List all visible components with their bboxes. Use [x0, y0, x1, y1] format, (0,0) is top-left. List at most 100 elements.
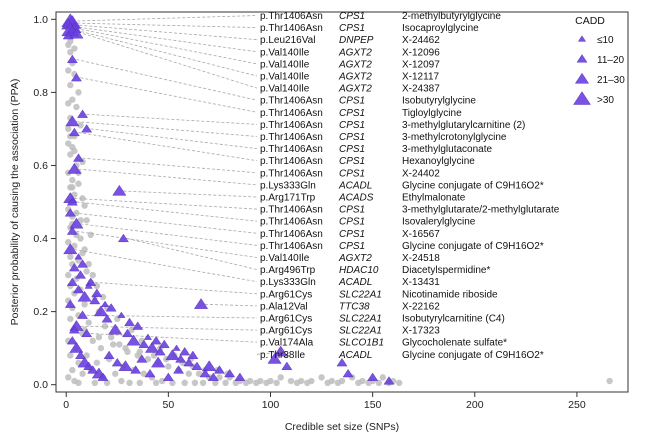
annotation-leader: [74, 249, 258, 283]
annotation-variant: p.Thr1406Asn: [260, 108, 323, 119]
annotation-row: p.Thr1406Asn CPS1 3-methylglutarylcarnitin…: [260, 120, 525, 131]
highlight-point: [87, 365, 99, 374]
background-point: [89, 337, 96, 345]
background-point: [185, 370, 192, 377]
annotation-row: p.Leu216Val DNPEP X-24462: [260, 35, 440, 46]
annotation-metabolite: Glycocholenate sulfate*: [402, 338, 507, 349]
background-point: [69, 176, 76, 184]
cadd-legend: CADD ≤10 11–20 21–30 >30: [573, 15, 625, 106]
background-point: [242, 379, 250, 387]
highlight-point: [150, 336, 162, 345]
annotation-leader: [78, 168, 258, 186]
highlight-point: [66, 197, 78, 206]
highlight-point: [273, 345, 288, 357]
background-point: [136, 379, 143, 387]
legend-label: 21–30: [597, 75, 625, 86]
background-point: [89, 271, 96, 279]
highlight-point: [65, 115, 80, 127]
y-tick-label: 0.4: [33, 233, 48, 245]
annotation-row: p.Arg61Cys SLC22A1 Nicotinamide riboside: [260, 289, 498, 300]
background-point: [79, 370, 86, 377]
background-point: [110, 341, 117, 348]
highlight-point: [175, 354, 187, 363]
legend-entry: 11–20: [576, 54, 625, 66]
annotation-row: p.Thr1406Asn CPS1 Hexanoylglycine: [260, 156, 475, 167]
background-point: [152, 379, 160, 387]
background-point: [273, 379, 280, 387]
annotation-leader: [90, 128, 258, 149]
annotation-metabolite: Nicotinamide riboside: [402, 289, 498, 300]
background-point: [65, 67, 72, 74]
annotation-metabolite: X-13431: [402, 277, 440, 288]
background-point: [77, 122, 84, 129]
background-point: [318, 374, 325, 381]
legend-symbol: [577, 35, 587, 42]
highlight-point: [336, 358, 348, 367]
annotation-gene: ACADL: [338, 277, 372, 288]
highlight-point: [101, 314, 113, 323]
highlight-point: [126, 334, 141, 346]
highlight-point: [69, 27, 84, 39]
annotation-variant: p.Val140Ile: [260, 84, 310, 95]
annotation-variant: p.Thr1406Asn: [260, 156, 323, 167]
background-point: [83, 217, 90, 224]
background-point: [355, 379, 362, 387]
highlight-point: [108, 323, 123, 335]
highlight-point: [191, 361, 203, 370]
annotation-row: p.Val174Ala SLCO1B1 Glycocholenate sulfate…: [260, 338, 507, 349]
highlight-point: [64, 299, 76, 308]
highlight-point: [77, 109, 88, 118]
annotation-variant: p.Arg61Cys: [260, 314, 312, 325]
annotation-leader: [76, 59, 258, 101]
annotation-row: p.Val140Ile AGXT2 X-24518: [260, 253, 440, 264]
background-point: [396, 379, 403, 387]
annotation-metabolite: 3-methylglutarate/2-methylglutarate: [402, 205, 560, 216]
annotation-gene: TTC38: [339, 301, 370, 312]
background-point: [263, 379, 270, 387]
background-point: [81, 202, 88, 209]
legend-label: ≤10: [597, 35, 614, 46]
annotation-leader: [86, 314, 258, 319]
background-point: [365, 379, 372, 387]
highlight-point: [234, 372, 246, 381]
background-point: [67, 81, 74, 89]
annotation-variant: p.Val140Ile: [260, 59, 310, 70]
annotation-row: p.Val140Ile AGXT2 X-12096: [260, 47, 440, 58]
x-tick-label: 200: [466, 399, 484, 411]
annotation-variant: p.Ala12Val: [260, 301, 308, 312]
highlight-point: [67, 162, 82, 174]
annotation-metabolite: 2-methylbutyrylglycine: [402, 11, 501, 22]
annotation-row: p.Thr1406Asn CPS1 X-16567: [260, 229, 440, 240]
x-tick-label: 0: [63, 399, 69, 411]
annotation-metabolite: X-24462: [402, 35, 440, 46]
highlight-point: [124, 317, 135, 327]
plot-frame: [55, 11, 629, 393]
annotation-row: p.Thr1406Asn CPS1 Tigloylglycine: [260, 108, 462, 119]
annotation-metabolite: Tigloylglycine: [402, 108, 462, 119]
annotation-gene: AGXT2: [338, 59, 372, 70]
annotation-gene: AGXT2: [338, 47, 372, 58]
y-tick-label: 0.6: [33, 160, 48, 172]
highlight-point: [138, 339, 150, 348]
annotation-variant: p.Leu216Val: [260, 35, 315, 46]
highlight-point: [151, 356, 166, 368]
highlight-point: [213, 365, 225, 374]
legend-symbol: [576, 54, 588, 63]
background-point: [69, 366, 76, 374]
annotation-metabolite: Isobutyrylglycine: [402, 96, 476, 107]
highlight-point: [118, 360, 133, 371]
annotation-row: p.Thr38Ile ACADL Glycine conjugate of C9H1…: [260, 350, 544, 361]
annotation-metabolite: Glycine conjugate of C9H16O2*: [402, 350, 544, 361]
background-point: [81, 246, 88, 253]
annotation-metabolite: X-16567: [402, 229, 440, 240]
highlight-point: [66, 277, 78, 286]
annotation-variant: p.Arg496Trp: [260, 265, 316, 276]
highlight-point: [122, 328, 133, 338]
annotation-metabolite: 3-methylglutarylcarnitine (2): [402, 120, 525, 131]
highlight-point: [187, 350, 199, 359]
highlight-points: [61, 13, 395, 385]
legend-entry: ≤10: [577, 35, 614, 46]
highlight-point: [342, 368, 354, 378]
variant-annotations: p.Thr1406Asn CPS1 2-methylbutyrylglycinep.…: [260, 11, 560, 361]
background-point: [83, 352, 90, 359]
